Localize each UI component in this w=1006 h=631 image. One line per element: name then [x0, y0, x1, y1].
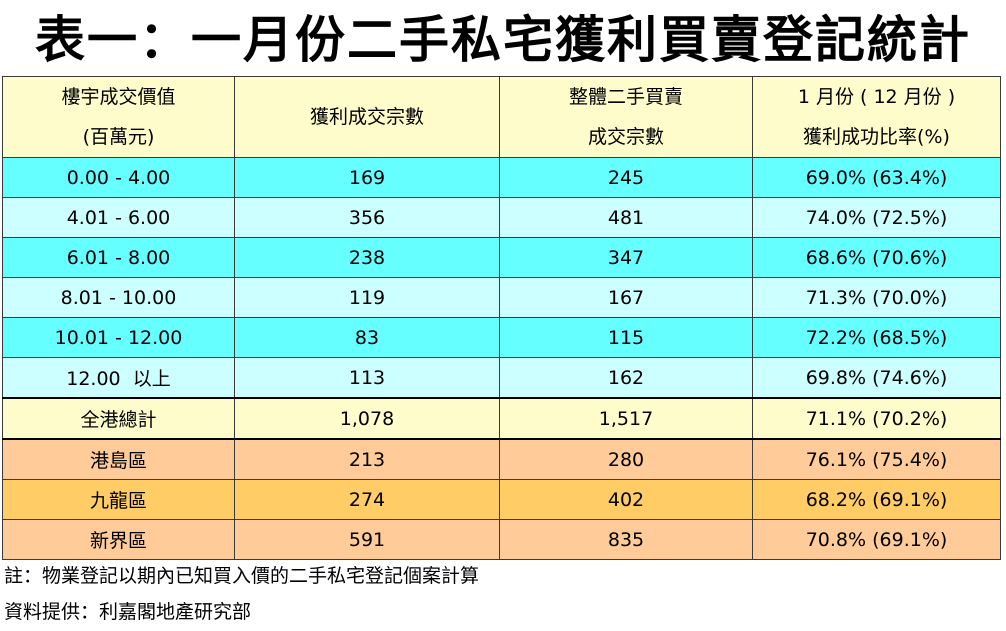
- header-price-range: 樓宇成交價值 (百萬元): [2, 76, 235, 158]
- cell-profit: 238: [234, 237, 500, 278]
- cell-total: 280: [499, 438, 753, 480]
- table-row: 6.01 - 8.00 238 347 68.6% (70.6%): [2, 237, 1001, 278]
- header-profit-ratio: 1 月份 ( 12 月份 ) 獲利成功比率(%): [752, 76, 1001, 158]
- table-row: 10.01 - 12.00 83 115 72.2% (68.5%): [2, 317, 1001, 358]
- cell-ratio: 72.2% (68.5%): [752, 317, 1001, 358]
- cell-region: 新界區: [2, 519, 235, 560]
- cell-total: 115: [499, 317, 753, 358]
- cell-range: 4.01 - 6.00: [2, 197, 235, 238]
- cell-ratio: 70.8% (69.1%): [752, 519, 1001, 560]
- cell-range: 0.00 - 4.00: [2, 157, 235, 198]
- cell-region: 九龍區: [2, 479, 235, 520]
- cell-ratio: 68.6% (70.6%): [752, 237, 1001, 278]
- cell-total: 402: [499, 479, 753, 520]
- cell-profit: 213: [234, 438, 500, 480]
- cell-total: 347: [499, 237, 753, 278]
- cell-ratio: 69.0% (63.4%): [752, 157, 1001, 198]
- cell-ratio: 68.2% (69.1%): [752, 479, 1001, 520]
- cell-range: 12.00 以上: [2, 357, 235, 399]
- table-row-region: 新界區 591 835 70.8% (69.1%): [2, 519, 1001, 560]
- cell-total: 167: [499, 277, 753, 318]
- table-row: 12.00 以上 113 162 69.8% (74.6%): [2, 357, 1001, 399]
- cell-profit: 83: [234, 317, 500, 358]
- cell-total: 162: [499, 357, 753, 399]
- table-row: 4.01 - 6.00 356 481 74.0% (72.5%): [2, 197, 1001, 238]
- cell-ratio: 71.3% (70.0%): [752, 277, 1001, 318]
- cell-profit: 591: [234, 519, 500, 560]
- footnote: 註：物業登記以期內已知買入價的二手私宅登記個案計算: [4, 565, 480, 587]
- cell-profit: 119: [234, 277, 500, 318]
- cell-region: 港島區: [2, 438, 235, 480]
- cell-range: 6.01 - 8.00: [2, 237, 235, 278]
- table-row-region: 九龍區 274 402 68.2% (69.1%): [2, 479, 1001, 520]
- cell-total: 481: [499, 197, 753, 238]
- cell-total: 245: [499, 157, 753, 198]
- statistics-table: 樓宇成交價值 (百萬元) 獲利成交宗數 整體二手買賣 成交宗數 1 月份 ( 1…: [2, 76, 1001, 560]
- table-header-row: 樓宇成交價值 (百萬元) 獲利成交宗數 整體二手買賣 成交宗數 1 月份 ( 1…: [2, 76, 1001, 158]
- cell-range: 8.01 - 10.00: [2, 277, 235, 318]
- cell-ratio: 74.0% (72.5%): [752, 197, 1001, 238]
- source-credit: 資料提供：利嘉閣地產研究部: [4, 601, 252, 623]
- cell-profit: 113: [234, 357, 500, 399]
- table-row-region: 港島區 213 280 76.1% (75.4%): [2, 438, 1001, 480]
- header-profit-count: 獲利成交宗數: [234, 76, 500, 158]
- cell-range: 10.01 - 12.00: [2, 317, 235, 358]
- cell-profit: 169: [234, 157, 500, 198]
- cell-profit: 274: [234, 479, 500, 520]
- table-row: 8.01 - 10.00 119 167 71.3% (70.0%): [2, 277, 1001, 318]
- cell-total: 1,517: [499, 397, 753, 440]
- cell-ratio: 76.1% (75.4%): [752, 438, 1001, 480]
- cell-ratio: 69.8% (74.6%): [752, 357, 1001, 399]
- header-total-count: 整體二手買賣 成交宗數: [499, 76, 753, 158]
- cell-profit: 1,078: [234, 397, 500, 440]
- cell-ratio: 71.1% (70.2%): [752, 397, 1001, 440]
- page-title: 表一：一月份二手私宅獲利買賣登記統計: [35, 11, 971, 69]
- cell-total-label: 全港總計: [2, 397, 235, 440]
- cell-total: 835: [499, 519, 753, 560]
- table-total-row: 全港總計 1,078 1,517 71.1% (70.2%): [2, 397, 1001, 440]
- cell-profit: 356: [234, 197, 500, 238]
- table-row: 0.00 - 4.00 169 245 69.0% (63.4%): [2, 157, 1001, 198]
